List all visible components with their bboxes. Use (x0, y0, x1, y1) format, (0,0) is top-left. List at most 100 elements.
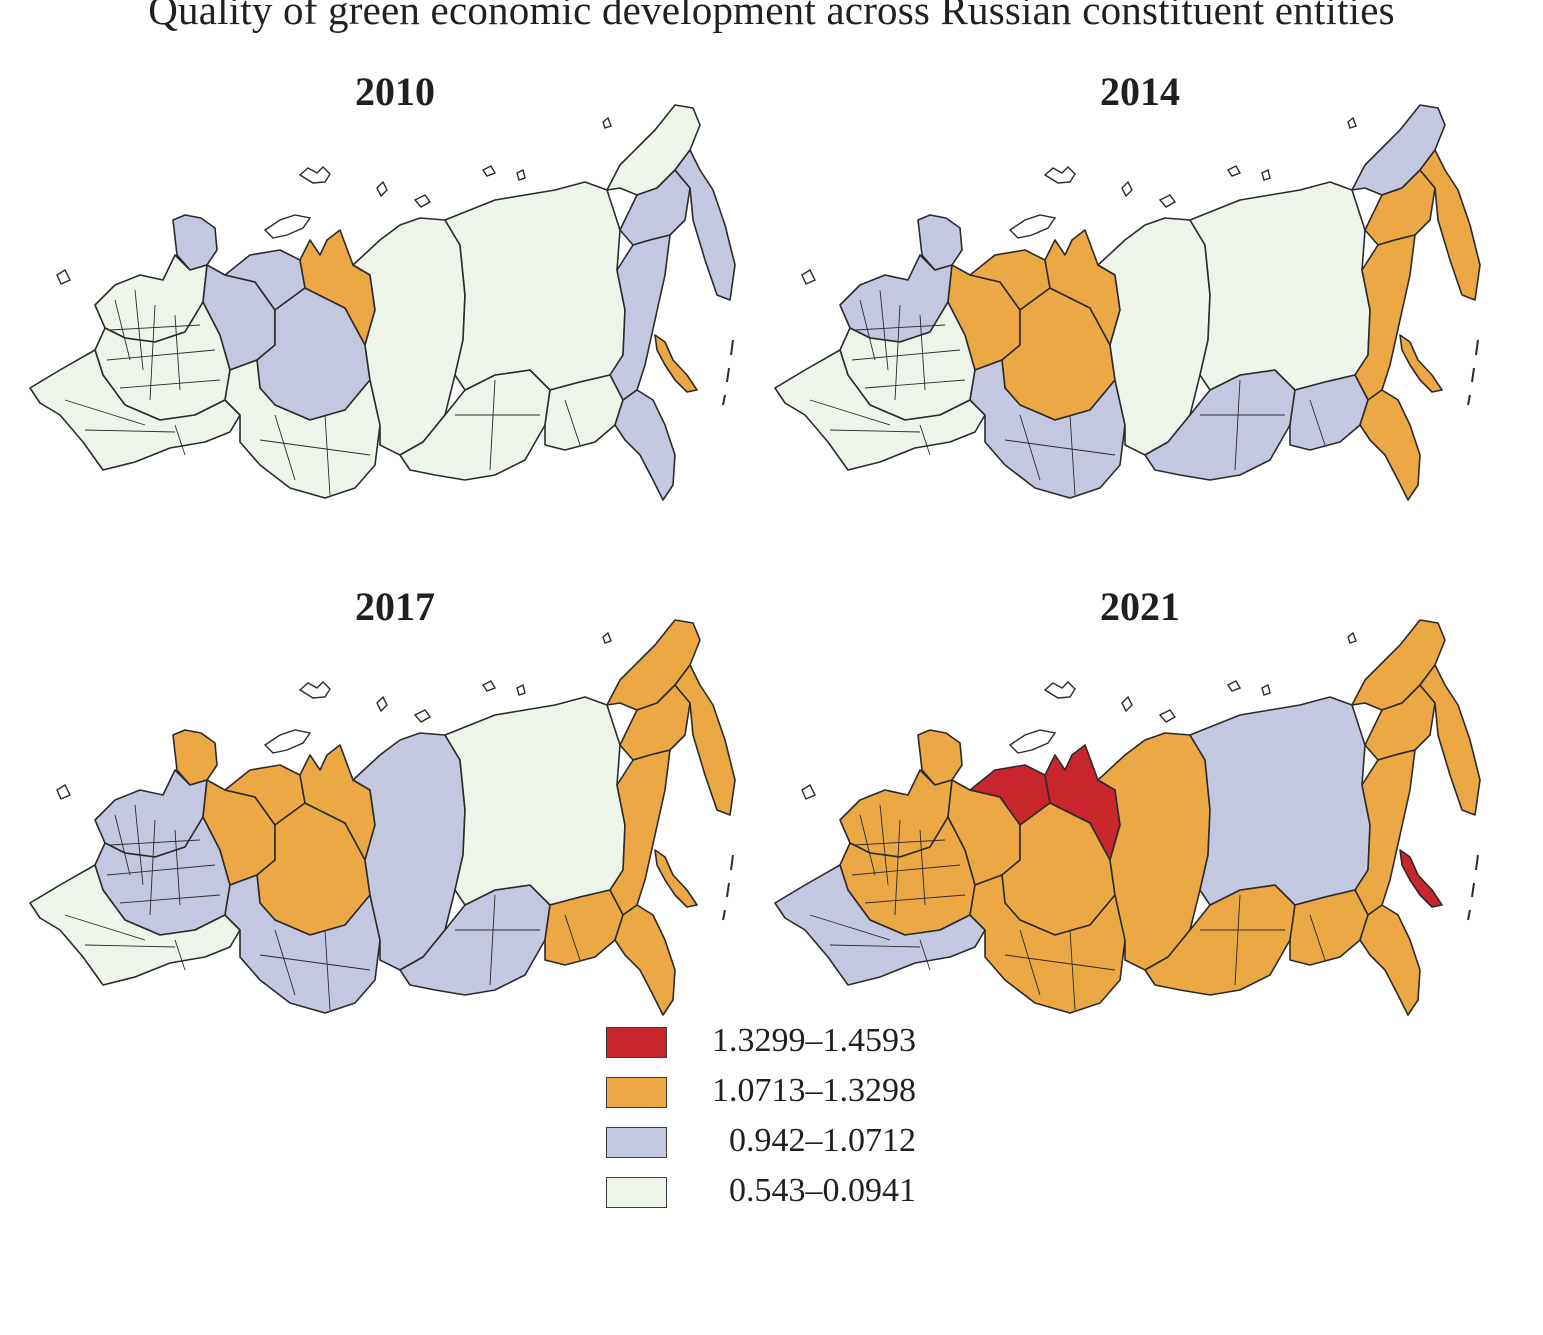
internal-boundary (894, 819, 901, 916)
internal-boundary (259, 439, 371, 456)
map-year-label: 2014 (1100, 69, 1180, 114)
map-region-kamchatka (674, 664, 736, 816)
map-island (263, 214, 312, 239)
internal-boundary (809, 914, 891, 941)
map-region-primorye (1359, 904, 1421, 1016)
map-panel-2010: 2010 (25, 69, 765, 530)
map-region-south (29, 864, 241, 986)
map-island (1261, 683, 1271, 696)
map-region-south (774, 864, 986, 986)
internal-boundary (1309, 399, 1326, 446)
map-island (801, 268, 816, 285)
internal-boundary (864, 379, 966, 389)
figure-title: Quality of green economic development ac… (148, 0, 1395, 33)
internal-boundary (919, 424, 931, 456)
map-island (56, 268, 71, 285)
legend-item: 1.0713–1.3298 (606, 1072, 946, 1127)
internal-boundary (114, 814, 131, 876)
map-region-kamchatka (1419, 664, 1481, 816)
map-region-south (774, 349, 986, 471)
internal-boundary (564, 914, 581, 961)
map-island (1226, 165, 1242, 177)
map-island (298, 681, 331, 699)
map-legend: 1.3299–1.4593 1.0713–1.3298 0.942–1.0712… (606, 1022, 946, 1227)
internal-boundary (64, 399, 146, 426)
internal-boundary (919, 939, 931, 971)
map-region-yamal (1044, 744, 1121, 861)
kuril-islands (1467, 854, 1479, 921)
legend-swatch (606, 1127, 667, 1158)
map-region-primorye (614, 389, 676, 501)
choropleth-map (29, 104, 736, 501)
map-island (1043, 681, 1076, 699)
internal-boundary (1004, 954, 1116, 971)
map-island (481, 680, 497, 692)
internal-boundary (859, 814, 876, 876)
internal-boundary (106, 349, 216, 361)
internal-boundary (1309, 914, 1326, 961)
internal-boundary (919, 314, 926, 391)
legend-label: 1.0713–1.3298 (712, 1072, 916, 1109)
map-island (1347, 116, 1357, 129)
internal-boundary (1069, 929, 1076, 1011)
map-region-sakhalin (654, 334, 698, 393)
legend-item: 0.543–0.0941 (606, 1172, 946, 1227)
map-island (602, 116, 612, 129)
internal-boundary (864, 894, 966, 904)
internal-boundary (324, 414, 331, 496)
map-region-yamal (299, 744, 376, 861)
internal-boundary (64, 914, 146, 941)
map-panel-2017: 2017 (25, 584, 765, 1045)
internal-boundary (119, 379, 221, 389)
map-island (413, 709, 432, 723)
map-island (516, 683, 526, 696)
internal-boundary (259, 954, 371, 971)
legend-swatch (606, 1177, 667, 1208)
map-region-khabarovsk (609, 234, 671, 401)
map-region-yakutia (1189, 696, 1371, 906)
map-island (481, 165, 497, 177)
map-island (1008, 729, 1057, 754)
map-region-primorye (614, 904, 676, 1016)
internal-boundary (149, 304, 156, 401)
map-region-amur (1289, 374, 1369, 451)
map-region-khabarovsk (1354, 749, 1416, 916)
internal-boundary (119, 894, 221, 904)
internal-boundary (174, 314, 181, 391)
kuril-islands (1467, 339, 1479, 406)
map-region-yamal (1044, 229, 1121, 346)
internal-boundary (1069, 414, 1076, 496)
map-region-yamal (299, 229, 376, 346)
map-region-kola (172, 729, 218, 786)
map-region-south (29, 349, 241, 471)
map-island (56, 783, 71, 800)
internal-boundary (854, 839, 946, 846)
map-region-kola (917, 214, 963, 271)
internal-boundary (109, 839, 201, 846)
kuril-islands (722, 339, 734, 406)
map-region-sakhalin (1399, 849, 1443, 908)
map-region-amur (544, 374, 624, 451)
map-island (263, 729, 312, 754)
map-region-kamchatka (1419, 149, 1481, 301)
choropleth-map (774, 619, 1481, 1016)
map-panel-2014: 2014 (770, 69, 1510, 530)
map-island (1226, 680, 1242, 692)
map-region-sakhalin (1399, 334, 1443, 393)
map-island (516, 168, 526, 181)
internal-boundary (854, 324, 946, 331)
internal-boundary (106, 864, 216, 876)
map-island (602, 631, 612, 644)
map-region-primorye (1359, 389, 1421, 501)
legend-swatch (606, 1027, 667, 1058)
map-year-label: 2017 (355, 584, 435, 629)
internal-boundary (829, 429, 921, 433)
internal-boundary (274, 929, 296, 996)
internal-boundary (851, 864, 961, 876)
map-region-yakutia (1189, 181, 1371, 391)
legend-item: 1.3299–1.4593 (606, 1022, 946, 1077)
internal-boundary (1234, 894, 1241, 986)
internal-boundary (149, 819, 156, 916)
map-island (1008, 214, 1057, 239)
map-region-kola (172, 214, 218, 271)
